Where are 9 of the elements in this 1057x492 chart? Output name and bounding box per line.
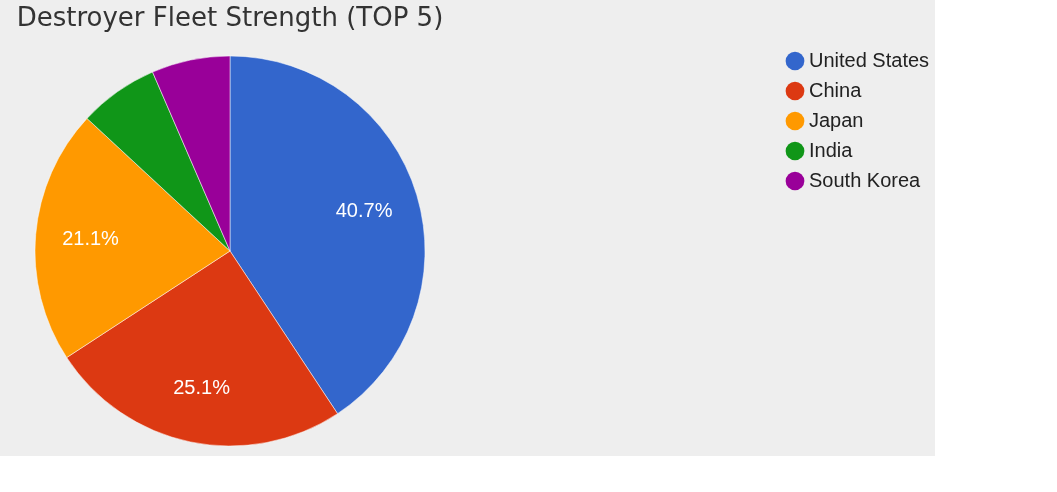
legend-label: India <box>809 139 854 161</box>
legend-label: China <box>809 79 863 101</box>
data-label: 25.1% <box>173 376 231 399</box>
legend-label: Japan <box>809 109 864 131</box>
chart-title: Destroyer Fleet Strength (TOP 5) <box>16 2 444 32</box>
legend-label: United States <box>809 49 930 71</box>
legend-label: South Korea <box>809 169 922 191</box>
data-label: 21.1% <box>62 227 120 250</box>
data-label: 40.7% <box>335 198 393 221</box>
